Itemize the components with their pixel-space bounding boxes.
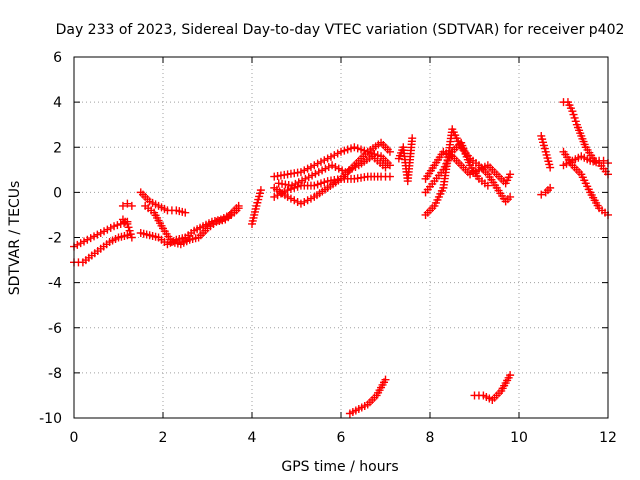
data-point [506, 170, 515, 179]
data-point [234, 204, 243, 213]
y-tick-label: 6 [53, 50, 62, 66]
data-point [118, 201, 127, 210]
y-tick-label: -8 [48, 366, 62, 382]
y-tick-label: -4 [48, 276, 62, 292]
x-tick-label: 0 [70, 430, 79, 446]
data-point [546, 183, 555, 192]
chart-title: Day 233 of 2023, Sidereal Day-to-day VTE… [56, 22, 625, 38]
y-tick-label: -6 [48, 321, 62, 337]
data-point-interp [569, 110, 578, 119]
y-tick-label: -10 [39, 411, 62, 427]
y-axis-title: SDTVAR / TECUs [7, 181, 23, 296]
x-tick-label: 8 [426, 430, 435, 446]
y-tick-label: 2 [53, 140, 62, 156]
data-point [385, 147, 394, 156]
data-point [568, 107, 577, 116]
data-point [385, 161, 394, 170]
data-point [381, 375, 390, 384]
data-point [506, 371, 515, 380]
data-point [123, 199, 132, 208]
data-point-interp [126, 230, 135, 239]
data-point [123, 219, 132, 228]
data-point-interp [125, 226, 134, 235]
plot-frame [73, 56, 609, 419]
data-point [127, 233, 136, 242]
data-point [256, 186, 265, 195]
grid [74, 57, 608, 418]
data-point [483, 181, 492, 190]
y-tick-label: -2 [48, 231, 62, 247]
data-point [381, 163, 390, 172]
x-axis-title: GPS time / hours [281, 459, 398, 475]
data-point-interp [124, 223, 133, 232]
data-point-interp [571, 117, 580, 126]
y-tick-label: 4 [53, 95, 62, 111]
x-tick-label: 4 [248, 430, 257, 446]
x-tick-label: 2 [159, 430, 168, 446]
data-point [537, 190, 546, 199]
x-tick-label: 10 [510, 430, 528, 446]
x-tick-label: 6 [337, 430, 346, 446]
data-point [506, 192, 515, 201]
data-point [385, 172, 394, 181]
data-point [408, 134, 417, 143]
y-tick-label: 0 [53, 185, 62, 201]
data-point [546, 163, 555, 172]
x-tick-label: 12 [599, 430, 617, 446]
tick-labels: 0 2 4 6 8 10 12 -10 -8 -6 -4 -2 0 2 4 6 [39, 50, 617, 446]
data-point-interp [570, 113, 579, 122]
data-point [599, 156, 608, 165]
data-point [181, 208, 190, 217]
data-point [127, 201, 136, 210]
data-points [70, 98, 612, 418]
